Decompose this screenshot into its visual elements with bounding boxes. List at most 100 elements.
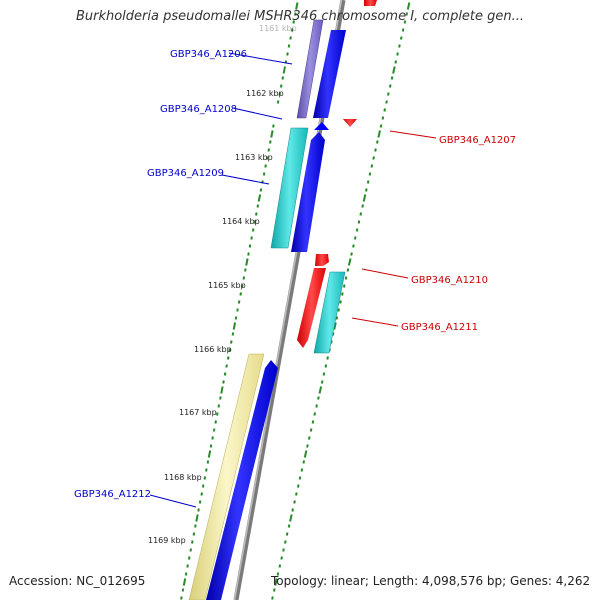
tick-right xyxy=(276,572,280,576)
tick-left xyxy=(182,578,187,586)
tick-left xyxy=(231,332,235,336)
gene-label-a1212[interactable]: GBP346_A1212 xyxy=(74,489,151,500)
tick-left xyxy=(279,84,283,88)
tick-right xyxy=(370,164,374,168)
tick-right xyxy=(359,212,363,216)
gene-arrow-top-red[interactable] xyxy=(364,0,377,6)
tick-left xyxy=(187,556,191,560)
tick-left xyxy=(270,130,274,138)
tick-right xyxy=(300,468,304,472)
tick-left xyxy=(219,396,222,400)
tick-right xyxy=(352,244,355,248)
tick-right xyxy=(273,588,276,592)
tick-right xyxy=(376,140,379,144)
tick-right xyxy=(293,500,296,504)
tick-left xyxy=(222,380,225,384)
tick-left xyxy=(209,444,213,448)
gene-label-a1210[interactable]: GBP346_A1210 xyxy=(411,275,488,286)
tick-left xyxy=(189,548,192,552)
gene-arrow-a1209[interactable] xyxy=(270,127,309,249)
leader-line-a1210 xyxy=(361,268,409,279)
tick-left xyxy=(248,244,252,248)
tick-right xyxy=(390,76,394,80)
gene-label-a1206[interactable]: GBP346_A1206 xyxy=(170,49,247,60)
leader-line-a1206 xyxy=(228,52,293,65)
gene-arrow-a1210-body[interactable] xyxy=(297,268,326,348)
tick-right xyxy=(350,252,353,256)
tick-left xyxy=(295,2,299,10)
tick-left xyxy=(236,308,239,312)
tick-left xyxy=(232,322,237,330)
tick-right xyxy=(309,428,313,432)
tick-left xyxy=(253,220,256,224)
tick-right xyxy=(326,356,329,360)
tick-left xyxy=(240,284,244,288)
tick-left xyxy=(251,228,255,232)
tick-left xyxy=(256,204,260,208)
tick-left xyxy=(264,164,267,168)
tick-left xyxy=(181,588,185,592)
leader-line-a1211 xyxy=(351,317,399,327)
tick-right xyxy=(280,556,283,560)
scale-label: 1162 kbp xyxy=(246,89,284,98)
tick-right xyxy=(311,420,315,424)
tick-left xyxy=(200,492,203,496)
tick-left xyxy=(184,572,188,576)
tick-right xyxy=(313,412,317,416)
tick-right xyxy=(341,292,344,296)
tick-right xyxy=(302,460,306,464)
gene-label-a1211[interactable]: GBP346_A1211 xyxy=(401,322,478,333)
tick-left xyxy=(237,300,241,304)
gene-arrow-a1208[interactable] xyxy=(314,122,329,130)
tick-left xyxy=(257,194,262,202)
tick-right xyxy=(285,532,289,536)
scale-label: 1163 kbp xyxy=(235,153,273,162)
tick-right xyxy=(339,300,342,304)
tick-right xyxy=(344,276,348,280)
gene-labels: GBP346_A1206 GBP346_A1208 GBP346_A1209 G… xyxy=(74,49,516,508)
gene-arrow-a1210[interactable] xyxy=(315,254,329,266)
gene-arrow-a1207[interactable] xyxy=(343,119,357,127)
gene-label-a1207[interactable]: GBP346_A1207 xyxy=(439,135,516,146)
tick-right xyxy=(368,172,372,176)
tick-right xyxy=(289,514,293,522)
tick-left xyxy=(186,564,189,568)
accession-text: Accession: NC_012695 xyxy=(9,574,146,588)
tick-right xyxy=(324,364,328,368)
tick-right xyxy=(399,36,403,40)
tick-right xyxy=(346,268,350,272)
tick-left xyxy=(195,514,199,522)
cds-arrow-middle[interactable] xyxy=(291,132,325,252)
scale-label: 1166 kbp xyxy=(194,345,232,354)
tick-left xyxy=(206,460,210,464)
tick-left xyxy=(262,172,266,176)
tick-left xyxy=(278,92,281,96)
tick-right xyxy=(284,540,287,544)
tick-left xyxy=(282,66,286,74)
tick-left xyxy=(239,292,242,296)
tick-right xyxy=(406,2,411,10)
gene-arrow-a1211[interactable] xyxy=(313,271,346,354)
gene-label-a1208[interactable]: GBP346_A1208 xyxy=(160,104,237,115)
cds-arrow-upper[interactable] xyxy=(313,30,346,118)
tick-right xyxy=(392,66,396,74)
tick-right xyxy=(355,228,359,232)
tick-left xyxy=(267,148,270,152)
gene-arrow-a1212[interactable] xyxy=(188,353,265,600)
gene-arrow-a1206[interactable] xyxy=(296,19,324,119)
tick-right xyxy=(306,444,309,448)
tick-right xyxy=(396,52,399,56)
scale-label: 1169 kbp xyxy=(148,536,186,545)
leader-line-a1207 xyxy=(389,130,437,139)
tick-right xyxy=(385,100,388,104)
tick-right xyxy=(353,236,357,240)
tick-right xyxy=(361,204,364,208)
tick-left xyxy=(226,356,230,360)
genes[interactable] xyxy=(188,0,377,600)
cds-arrow-lower[interactable] xyxy=(206,360,278,600)
tick-left xyxy=(223,372,227,376)
tick-right xyxy=(388,84,392,88)
tick-left xyxy=(287,44,291,48)
gene-label-a1209[interactable]: GBP346_A1209 xyxy=(147,168,224,179)
